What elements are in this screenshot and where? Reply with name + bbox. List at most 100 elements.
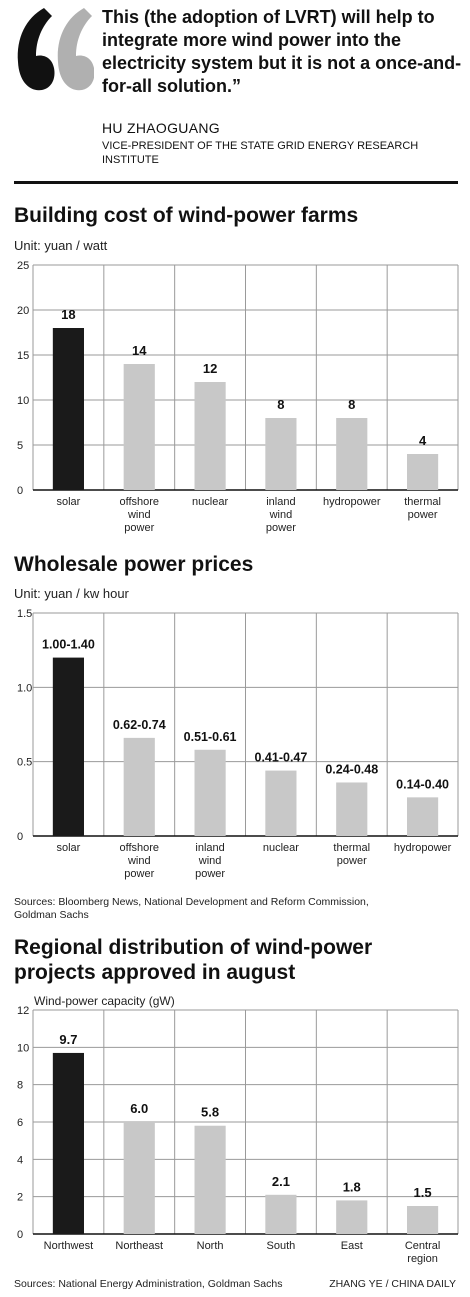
bar	[265, 770, 297, 836]
y-tick-label: 0.5	[17, 757, 32, 769]
category-label-line: region	[407, 1253, 438, 1265]
bar	[194, 749, 226, 836]
bar	[52, 657, 84, 836]
bar	[52, 328, 84, 490]
data-label: 8	[277, 397, 284, 412]
data-label: 0.24-0.48	[325, 762, 378, 776]
bar	[407, 797, 439, 836]
data-label: 0.62-0.74	[113, 718, 166, 732]
category-label: offshore wind power	[119, 842, 159, 880]
bar	[336, 418, 368, 490]
category-label-line: offshore	[119, 842, 159, 854]
category-label-line: hydropower	[323, 496, 381, 508]
category-label-line: Northwest	[44, 1240, 94, 1252]
category-label-line: solar	[56, 496, 80, 508]
category-label-line: Central	[405, 1240, 440, 1252]
category-label-line: North	[197, 1240, 224, 1252]
data-label: 18	[61, 307, 75, 322]
category-label: nuclear	[192, 496, 228, 508]
data-label: 12	[203, 361, 217, 376]
category-label-line: wind	[269, 509, 293, 521]
category-label: Northeast	[115, 1240, 163, 1252]
bar	[194, 382, 226, 490]
y-tick-label: 12	[17, 1005, 29, 1017]
data-label: 8	[348, 397, 355, 412]
y-tick-label: 6	[17, 1117, 23, 1129]
data-label: 9.7	[59, 1032, 77, 1047]
data-label: 4	[419, 433, 427, 448]
bar	[123, 737, 155, 836]
y-tick-label: 5	[17, 440, 23, 452]
category-label-line: Northeast	[115, 1240, 163, 1252]
y-tick-label: 20	[17, 305, 29, 317]
data-label: 5.8	[201, 1105, 219, 1120]
data-label: 1.5	[414, 1185, 432, 1200]
category-label: hydropower	[394, 842, 452, 854]
y-tick-label: 1.5	[17, 608, 32, 620]
chart-regional: 0 2 4 6 8 10 12 9.7 Northwest 6.0 Northeast 5.8 Nort…	[0, 1002, 470, 1279]
category-label: nuclear	[263, 842, 299, 854]
y-tick-label: 10	[17, 395, 29, 407]
category-label-line: nuclear	[192, 496, 228, 508]
category-label-line: hydropower	[394, 842, 452, 854]
category-label-line: inland	[195, 842, 224, 854]
category-label-line: solar	[56, 842, 80, 854]
y-tick-label: 0	[17, 1229, 23, 1241]
data-label: 1.8	[343, 1179, 361, 1194]
divider-rule	[14, 181, 458, 184]
bar	[336, 782, 368, 836]
y-tick-label: 25	[17, 260, 29, 272]
category-label: inland wind power	[195, 842, 225, 880]
chart-title-building-cost: Building cost of wind-power farms	[14, 204, 359, 227]
category-label-line: offshore	[119, 496, 159, 508]
data-label: 2.1	[272, 1174, 290, 1189]
y-tick-label: 1.0	[17, 682, 32, 694]
category-label-line: thermal	[333, 842, 370, 854]
credit-line: ZHANG YE / CHINA DAILY	[329, 1278, 456, 1290]
data-label: 0.41-0.47	[255, 751, 308, 765]
speaker-title: VICE-PRESIDENT OF THE STATE GRID ENERGY …	[102, 140, 419, 166]
quote-text: This (the adoption of LVRT) will help to…	[102, 7, 462, 96]
category-label-line: power	[124, 522, 154, 534]
category-label-line: South	[267, 1240, 296, 1252]
data-label: 0.14-0.40	[396, 777, 449, 791]
category-label: South	[267, 1240, 296, 1252]
category-label: Northwest	[44, 1240, 94, 1252]
chart-unit-wholesale-prices: Unit: yuan / kw hour	[14, 586, 129, 601]
category-label-line: East	[341, 1240, 363, 1252]
category-label-line: wind	[127, 855, 151, 867]
quote-mark-icon	[17, 8, 94, 91]
category-label: hydropower	[323, 496, 381, 508]
chart-building-cost: 0 5 10 15 20 25 18 solar 14 offshore wind power 12 nu…	[0, 255, 470, 550]
category-label-line: power	[408, 509, 438, 521]
category-label: solar	[56, 842, 80, 854]
y-tick-label: 2	[17, 1192, 23, 1204]
category-label: inland wind power	[266, 496, 296, 534]
category-label: Central region	[405, 1240, 440, 1265]
category-label-line: wind	[127, 509, 151, 521]
y-tick-label: 10	[17, 1042, 29, 1054]
category-label: thermal power	[404, 496, 441, 521]
y-tick-label: 8	[17, 1080, 23, 1092]
regional-bar-chart: 0 2 4 6 8 10 12 9.7 Northwest 6.0 Northeast 5.8 Nort…	[17, 1005, 459, 1265]
y-tick-label: 15	[17, 350, 29, 362]
sources-regional: Sources: National Energy Administration,…	[14, 1278, 283, 1290]
quote-mark-left	[17, 8, 55, 91]
category-label-line: power	[124, 868, 154, 880]
bar	[336, 1200, 368, 1234]
bar	[123, 364, 155, 490]
category-label-line: power	[195, 868, 225, 880]
chart-title-regional: Regional distribution of wind-power proj…	[14, 936, 373, 984]
bar	[265, 1194, 297, 1234]
data-label: 0.51-0.61	[184, 730, 237, 744]
bar	[265, 418, 297, 490]
chart-wholesale-prices: 0 0.5 1.0 1.5 1.00-1.40 solar 0.62-0.74 offshor…	[0, 603, 470, 898]
category-label: solar	[56, 496, 80, 508]
chart-unit-building-cost: Unit: yuan / watt	[14, 238, 108, 253]
category-label-line: nuclear	[263, 842, 299, 854]
category-label-line: inland	[266, 496, 295, 508]
bar	[123, 1122, 155, 1234]
category-label: thermal power	[333, 842, 370, 867]
chart-title-wholesale-prices: Wholesale power prices	[14, 553, 254, 576]
